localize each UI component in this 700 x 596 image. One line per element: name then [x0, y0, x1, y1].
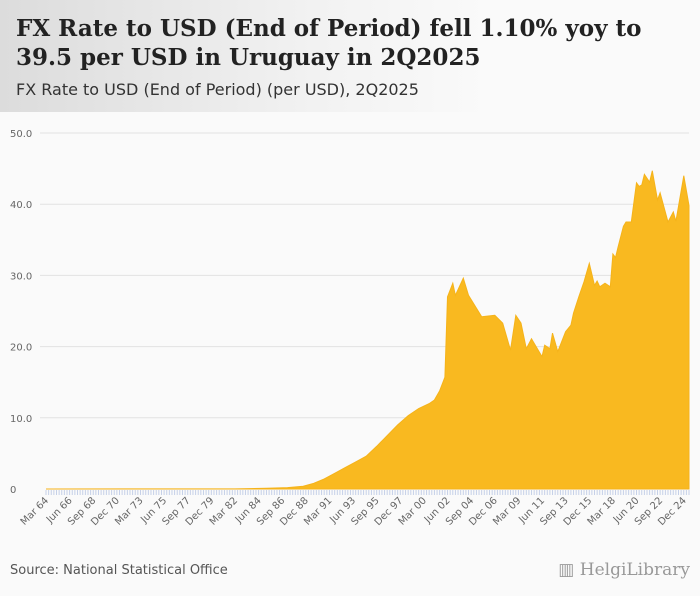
x-tick-label: Mar 64 — [19, 495, 51, 527]
y-tick-label: 20.0 — [10, 343, 32, 354]
logo-text: HelgiLibrary — [579, 560, 690, 580]
y-tick-label: 10.0 — [10, 414, 32, 425]
chart-subtitle: FX Rate to USD (End of Period) (per USD)… — [16, 80, 419, 99]
page-title: FX Rate to USD (End of Period) fell 1.10… — [16, 15, 642, 71]
header-band — [0, 0, 700, 112]
y-tick-label: 40.0 — [10, 200, 32, 211]
y-tick-label: 30.0 — [10, 271, 32, 282]
area-series — [45, 170, 690, 490]
helgi-library-logo: ▥ HelgiLibrary — [558, 560, 690, 580]
y-tick-label: 50.0 — [10, 129, 32, 140]
y-tick-label: 0 — [10, 485, 16, 496]
source-note: Source: National Statistical Office — [10, 563, 228, 578]
